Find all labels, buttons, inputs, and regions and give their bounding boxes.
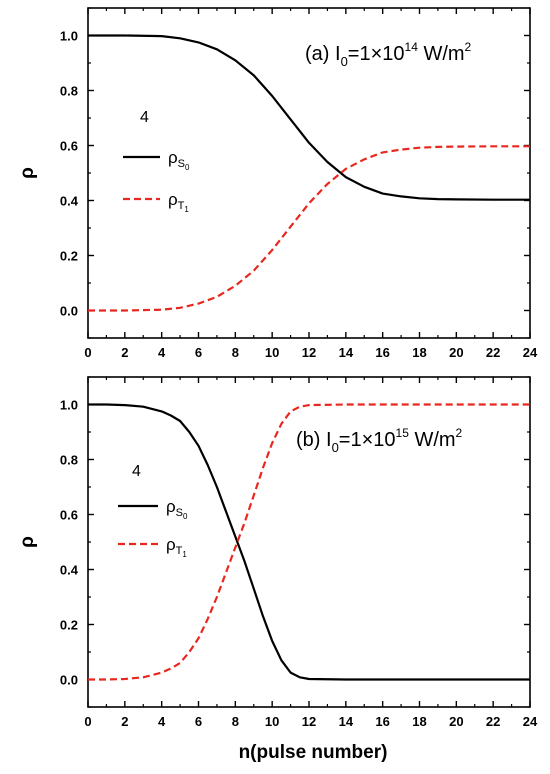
panel-a: 0 2 4 6 8 10 12 14 16 18 20 22 240.00.20.40.60.81.0ρ… bbox=[17, 7, 538, 360]
x-tick-label: 16 bbox=[375, 345, 389, 360]
y-tick-label: 0.2 bbox=[60, 618, 78, 633]
series-line-rho-s0 bbox=[88, 403, 530, 681]
panel-b: 0 2 4 6 8 10 12 14 16 18 20 22 240.00.20.40.60.81.0ρ… bbox=[17, 376, 538, 729]
y-tick-label: 0.2 bbox=[60, 249, 78, 264]
y-tick-label: 0.6 bbox=[60, 139, 78, 154]
x-tick-label: 0 bbox=[84, 345, 91, 360]
series-line-rho-t1 bbox=[88, 145, 530, 312]
x-tick-label: 6 bbox=[195, 345, 202, 360]
y-tick-label: 0.0 bbox=[60, 673, 78, 688]
legend-label: ρT1 bbox=[168, 190, 189, 214]
x-tick-label: 20 bbox=[449, 714, 463, 729]
x-tick-label: 2 bbox=[121, 345, 128, 360]
x-axis-title: n(pulse number) bbox=[239, 742, 388, 763]
series-line-rho-t1 bbox=[88, 403, 530, 681]
x-tick-label: 18 bbox=[412, 714, 426, 729]
x-tick-label: 0 bbox=[84, 714, 91, 729]
legend-label: ρS0 bbox=[168, 148, 190, 172]
legend-title: 4 bbox=[140, 109, 149, 126]
x-tick-label: 6 bbox=[195, 714, 202, 729]
x-tick-label: 20 bbox=[449, 345, 463, 360]
series-line-rho-s0 bbox=[88, 34, 530, 201]
x-tick-label: 2 bbox=[121, 714, 128, 729]
x-tick-label: 8 bbox=[232, 345, 239, 360]
x-tick-label: 4 bbox=[158, 714, 166, 729]
y-tick-label: 0.4 bbox=[60, 194, 79, 209]
x-tick-label: 24 bbox=[523, 345, 538, 360]
plot-frame bbox=[87, 376, 531, 708]
legend-label: ρS0 bbox=[166, 497, 188, 521]
y-tick-label: 0.6 bbox=[60, 508, 78, 523]
x-tick-label: 4 bbox=[158, 345, 166, 360]
x-tick-label: 22 bbox=[486, 714, 500, 729]
y-tick-label: 0.8 bbox=[60, 453, 78, 468]
panel-annotation: (a) I0=1×1014 W/m2 bbox=[305, 40, 472, 69]
y-tick-label: 0.0 bbox=[60, 304, 78, 319]
x-tick-label: 10 bbox=[265, 714, 279, 729]
x-tick-label: 16 bbox=[375, 714, 389, 729]
x-tick-label: 24 bbox=[523, 714, 538, 729]
y-tick-label: 1.0 bbox=[60, 29, 78, 44]
panel-annotation: (b) I0=1×1015 W/m2 bbox=[296, 426, 463, 455]
x-tick-label: 14 bbox=[339, 714, 354, 729]
x-tick-label: 12 bbox=[302, 345, 316, 360]
x-tick-label: 12 bbox=[302, 714, 316, 729]
legend-title: 4 bbox=[132, 463, 141, 480]
x-tick-label: 18 bbox=[412, 345, 426, 360]
y-tick-label: 0.8 bbox=[60, 84, 78, 99]
y-tick-label: 1.0 bbox=[60, 398, 78, 413]
legend-label: ρT1 bbox=[166, 535, 187, 559]
x-tick-label: 14 bbox=[339, 345, 354, 360]
x-tick-label: 8 bbox=[232, 714, 239, 729]
y-tick-label: 0.4 bbox=[60, 563, 79, 578]
x-tick-label: 10 bbox=[265, 345, 279, 360]
y-axis-title: ρ bbox=[17, 167, 38, 179]
x-tick-label: 22 bbox=[486, 345, 500, 360]
y-axis-title: ρ bbox=[17, 536, 38, 548]
